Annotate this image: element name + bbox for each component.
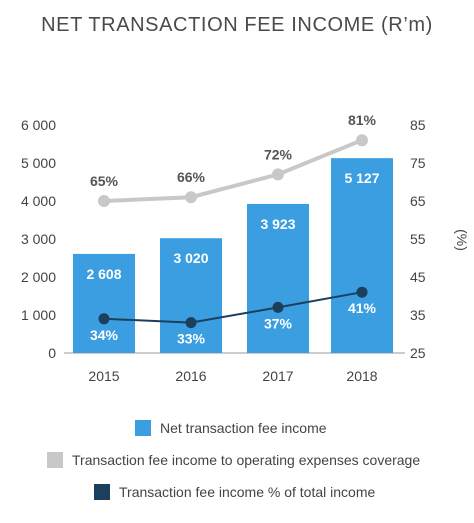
line-point-1 bbox=[185, 191, 197, 204]
legend-label-2: Transaction fee income % of total income bbox=[119, 484, 375, 500]
coverage-value-label: 65% bbox=[90, 173, 119, 189]
bar-2018 bbox=[331, 158, 393, 353]
share-value-label: 37% bbox=[264, 315, 293, 331]
legend-swatch-2 bbox=[94, 484, 110, 500]
x-tick-label: 2018 bbox=[346, 368, 377, 384]
x-tick-label: 2017 bbox=[262, 368, 293, 384]
y-tick-label: 6 000 bbox=[21, 117, 56, 133]
y2-tick-label: 65 bbox=[410, 193, 426, 209]
x-tick-label: 2015 bbox=[88, 368, 119, 384]
line-point-1 bbox=[98, 195, 110, 207]
y2-tick-label: 75 bbox=[410, 155, 426, 171]
data-labels: 2 608 3 020 3 923 5 127 65% 66% 72% 81% 34% 33% 37… bbox=[86, 112, 379, 346]
y-tick-label: 2 000 bbox=[21, 269, 56, 285]
bar-value-label: 5 127 bbox=[344, 170, 379, 186]
coverage-value-label: 72% bbox=[264, 146, 293, 162]
bar-2017 bbox=[247, 203, 309, 353]
coverage-value-label: 81% bbox=[348, 112, 377, 128]
bar-2015 bbox=[73, 253, 135, 353]
bars bbox=[73, 158, 393, 353]
y-tick-label: 4 000 bbox=[21, 193, 56, 209]
legend-swatch-0 bbox=[135, 420, 151, 436]
axes: 0 1 000 2 000 3 000 4 000 5 000 6 000 25 35 45 55 6… bbox=[21, 117, 470, 384]
y-tick-label: 0 bbox=[48, 345, 56, 361]
y-tick-label: 5 000 bbox=[21, 155, 56, 171]
y2-tick-label: 55 bbox=[410, 231, 426, 247]
chart-title: NET TRANSACTION FEE INCOME (R’m) bbox=[41, 14, 433, 36]
line-series-1 bbox=[103, 138, 363, 203]
y2-axis-label: (%) bbox=[454, 229, 470, 251]
y2-tick-label: 35 bbox=[410, 307, 426, 323]
line-point-1 bbox=[272, 168, 284, 181]
bar-value-label: 3 923 bbox=[260, 216, 295, 232]
lines bbox=[98, 134, 368, 329]
legend-swatch-1 bbox=[47, 452, 63, 468]
x-tick-label: 2016 bbox=[175, 368, 206, 384]
legend-label-0: Net transaction fee income bbox=[160, 420, 327, 436]
bar-value-label: 2 608 bbox=[86, 266, 121, 282]
legend-label-1: Transaction fee income to operating expe… bbox=[72, 452, 420, 468]
line-point-1 bbox=[356, 134, 368, 147]
share-value-label: 34% bbox=[90, 327, 119, 343]
legend: Net transaction fee income Transaction fe… bbox=[47, 420, 420, 500]
line-point-2 bbox=[356, 286, 368, 298]
y-tick-label: 3 000 bbox=[21, 231, 56, 247]
line-point-2 bbox=[98, 313, 110, 325]
y2-tick-label: 85 bbox=[410, 117, 426, 133]
y2-tick-label: 25 bbox=[410, 345, 426, 361]
bar-value-label: 3 020 bbox=[173, 250, 208, 266]
y2-tick-label: 45 bbox=[410, 269, 426, 285]
y-tick-label: 1 000 bbox=[21, 307, 56, 323]
line-series-2 bbox=[103, 291, 363, 324]
coverage-value-label: 66% bbox=[177, 169, 206, 185]
line-point-2 bbox=[272, 301, 284, 313]
bar-2016 bbox=[160, 238, 222, 353]
share-value-label: 33% bbox=[177, 331, 206, 347]
line-point-2 bbox=[185, 317, 197, 329]
share-value-label: 41% bbox=[348, 300, 377, 316]
